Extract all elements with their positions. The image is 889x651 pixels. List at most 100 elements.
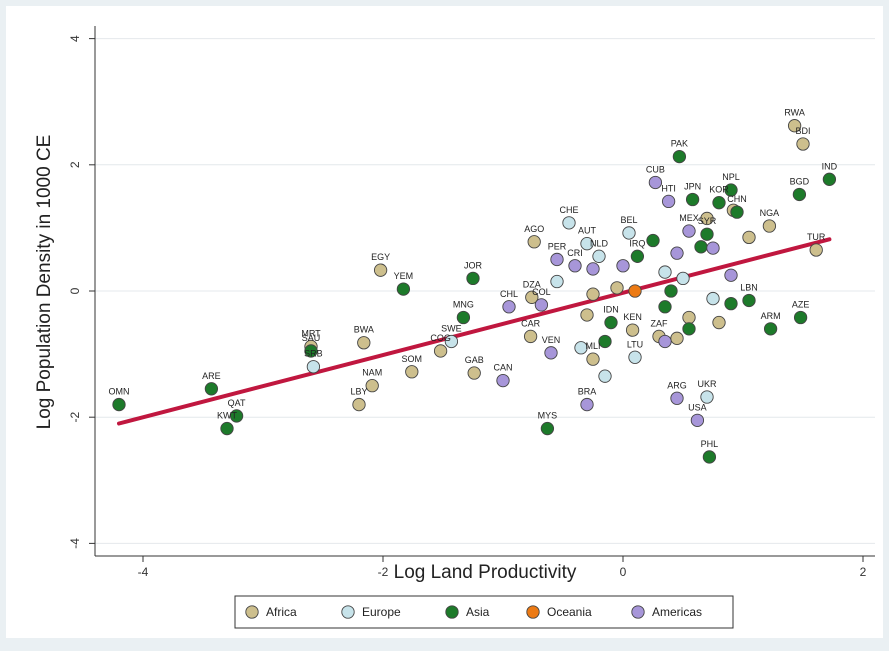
point-label: JPN bbox=[684, 182, 701, 192]
point-asia bbox=[685, 192, 700, 207]
point-americas bbox=[661, 194, 676, 209]
point-label: CHL bbox=[500, 289, 518, 299]
point-africa bbox=[365, 378, 379, 393]
point-americas bbox=[616, 259, 630, 273]
point-europe bbox=[444, 334, 459, 349]
point-label: RWA bbox=[784, 108, 805, 118]
point-label: ARE bbox=[202, 371, 221, 381]
point-europe bbox=[628, 350, 642, 364]
point-label: BEL bbox=[620, 215, 637, 225]
point-americas bbox=[580, 397, 594, 412]
point-africa bbox=[467, 366, 481, 380]
point-asia bbox=[763, 322, 778, 336]
point-asia bbox=[724, 183, 738, 197]
x-tick-label: -4 bbox=[138, 565, 149, 579]
point-label: DZA bbox=[523, 279, 541, 289]
point-label: SAU bbox=[302, 333, 321, 343]
point-americas bbox=[670, 391, 684, 405]
point-europe bbox=[550, 274, 564, 289]
point-label: BGD bbox=[790, 176, 810, 186]
point-label: CHN bbox=[727, 194, 747, 204]
x-axis-title: Log Land Productivity bbox=[394, 562, 577, 583]
x-tick-label: 2 bbox=[860, 565, 867, 579]
point-label: CHE bbox=[559, 205, 578, 215]
point-asia bbox=[604, 315, 618, 330]
point-label: NAM bbox=[362, 368, 382, 378]
point-label: NGA bbox=[760, 208, 780, 218]
y-axis-title: Log Population Density in 1000 CE bbox=[34, 135, 55, 430]
point-label: SYR bbox=[698, 216, 717, 226]
point-asia bbox=[694, 240, 708, 254]
axes: -4 -2 0 2 4 -4 -2 0 2 bbox=[68, 26, 875, 579]
point-label: NLD bbox=[590, 238, 609, 248]
point-europe bbox=[658, 265, 672, 279]
grid-lines bbox=[95, 38, 875, 544]
y-tick-label: 2 bbox=[68, 161, 82, 168]
point-asia bbox=[204, 382, 219, 396]
point-label: IDN bbox=[603, 305, 619, 315]
point-asia bbox=[456, 310, 471, 325]
point-label: MEX bbox=[679, 213, 699, 223]
point-asia bbox=[712, 196, 726, 210]
point-americas bbox=[706, 241, 720, 255]
point-label: COG bbox=[430, 333, 451, 343]
point-label: PER bbox=[548, 241, 567, 251]
point-label: ARM bbox=[761, 311, 781, 321]
point-americas bbox=[544, 346, 558, 360]
point-label: ARG bbox=[667, 380, 687, 390]
point-label: PAK bbox=[671, 139, 688, 149]
point-africa bbox=[433, 344, 448, 358]
point-asia bbox=[702, 450, 717, 464]
point-label: AZE bbox=[792, 300, 810, 310]
point-label: CRI bbox=[567, 248, 583, 258]
point-africa bbox=[580, 308, 594, 322]
point-africa bbox=[586, 287, 600, 301]
point-africa bbox=[787, 119, 802, 133]
point-label: LTU bbox=[627, 339, 643, 349]
point-americas bbox=[670, 246, 684, 260]
legend-marker-asia bbox=[445, 605, 459, 619]
point-asia bbox=[730, 205, 744, 219]
point-europe bbox=[676, 271, 690, 286]
point-asia bbox=[112, 397, 126, 412]
point-africa bbox=[742, 230, 756, 245]
legend-marker-europe bbox=[341, 605, 355, 619]
point-asia bbox=[630, 249, 645, 263]
point-label: AUT bbox=[578, 226, 597, 236]
point-africa bbox=[405, 365, 419, 379]
point-africa bbox=[712, 315, 726, 330]
point-americas bbox=[568, 259, 582, 273]
point-label: MYS bbox=[538, 411, 558, 421]
point-americas bbox=[502, 300, 516, 314]
point-americas bbox=[682, 224, 696, 238]
point-europe bbox=[580, 237, 594, 251]
point-asia bbox=[220, 421, 234, 436]
point-asia bbox=[658, 300, 672, 314]
legend-label-europe: Europe bbox=[362, 605, 401, 619]
point-label: BRA bbox=[578, 387, 597, 397]
point-label: COL bbox=[532, 287, 551, 297]
point-asia bbox=[540, 421, 555, 436]
point-africa bbox=[625, 323, 640, 337]
point-label: SRB bbox=[304, 349, 323, 359]
point-label: CUB bbox=[646, 164, 665, 174]
legend-label-americas: Americas bbox=[652, 605, 702, 619]
point-europe bbox=[592, 249, 606, 263]
legend-label-asia: Asia bbox=[466, 605, 490, 619]
point-asia bbox=[664, 284, 678, 298]
point-asia bbox=[672, 149, 687, 164]
fit-line-group bbox=[117, 237, 832, 426]
point-americas bbox=[586, 262, 600, 276]
point-africa bbox=[586, 352, 600, 366]
point-europe bbox=[598, 369, 612, 383]
point-label: GAB bbox=[465, 355, 484, 365]
point-europe bbox=[622, 226, 636, 240]
point-label: UKR bbox=[697, 379, 717, 389]
point-label: AGO bbox=[524, 224, 544, 234]
point-asia bbox=[700, 227, 714, 241]
point-label: KOR bbox=[709, 185, 729, 195]
y-tick-label: 0 bbox=[68, 287, 82, 294]
fit-line bbox=[117, 237, 832, 426]
point-africa bbox=[373, 263, 388, 277]
point-europe bbox=[306, 360, 321, 374]
